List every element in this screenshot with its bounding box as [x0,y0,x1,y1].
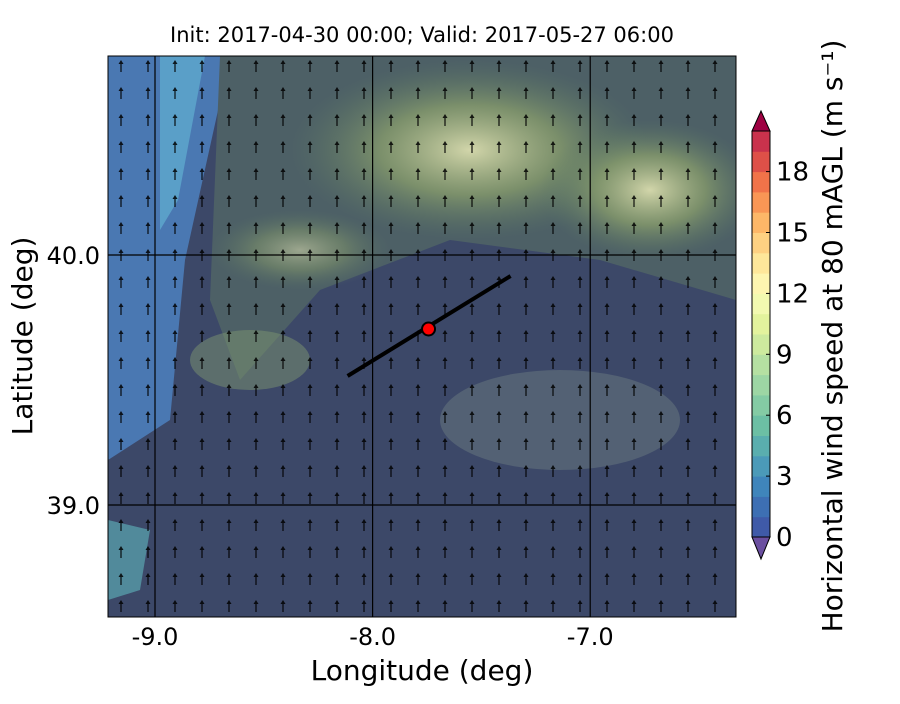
colorbar-tick-label: 3 [776,462,793,492]
colorbar-frame [751,130,771,538]
map-background [108,56,736,617]
x-tick-label: -8.0 [349,623,396,651]
colorbar-level [752,415,770,436]
colorbar-level [752,374,770,396]
colorbar-tick-label: 0 [776,523,793,553]
colorbar-tick-label: 9 [776,340,793,370]
plot-frame [107,55,737,618]
colorbar-level [752,191,770,213]
x-tick-label: -7.0 [567,623,614,651]
x-tick-label: -9.0 [132,623,179,651]
colorbar-tick-label: 15 [776,219,809,249]
y-tick-label: 40.0 [47,242,100,270]
site-marker [421,321,437,337]
colorbar-level [752,313,770,335]
colorbar-level [752,334,770,355]
colorbar-level [752,131,770,152]
colorbar-tick-label: 18 [776,158,809,188]
colorbar-label: Horizontal wind speed at 80 mAGL (m s⁻¹) [816,40,849,633]
colorbar-level [752,252,770,274]
colorbar-level [752,435,770,457]
colorbar-level [752,293,770,315]
colorbar-level [752,354,770,376]
map-title: Init: 2017-04-30 00:00; Valid: 2017-05-2… [170,23,674,47]
colorbar-level [752,151,770,173]
colorbar-level [752,516,770,538]
colorbar-tick-label: 12 [776,279,809,309]
colorbar-level [752,455,770,477]
colorbar-tick-label: 6 [776,401,793,431]
colorbar-level [752,171,770,193]
x-axis-label: Longitude (deg) [311,654,534,687]
y-axis-label: Latitude (deg) [6,237,39,436]
colorbar-level [752,212,770,233]
colorbar-level [752,394,770,416]
colorbar-level [752,273,770,294]
y-tick-label: 39.0 [47,492,100,520]
colorbar-over [751,109,771,132]
colorbar-level [752,496,770,518]
colorbar-level [752,476,770,497]
colorbar-under [751,536,771,561]
colorbar-level [752,232,770,254]
